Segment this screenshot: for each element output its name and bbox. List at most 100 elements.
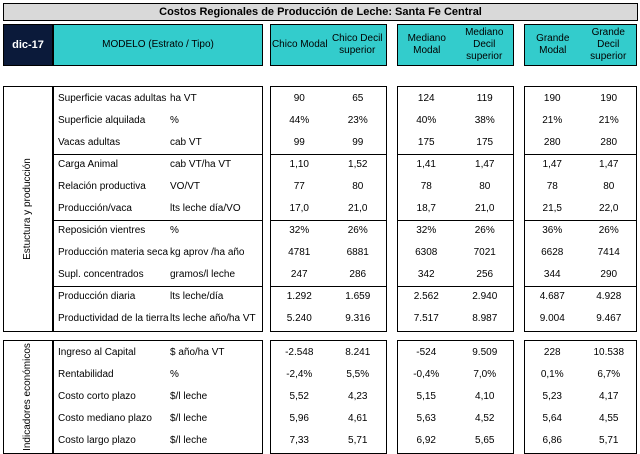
row-divider [524,220,637,221]
period-label: dic-17 [3,24,53,66]
cell-mediano-modal: 5,15 [416,391,436,402]
cell-grande-modal: 5,23 [542,391,562,402]
row-label: Carga Animal [58,159,119,170]
cell-mediano-modal: 2.562 [413,291,439,302]
cell-chico-modal: 7,33 [289,435,309,446]
row-divider [524,154,637,155]
cell-chico-decil: 5,5% [346,369,370,380]
cell-mediano-decil: 80 [479,181,491,192]
cell-grande-decil: 190 [600,93,618,104]
row-divider [397,154,514,155]
cell-grande-modal: 1,47 [542,159,562,170]
row-unit: gramos/l leche [170,269,236,280]
cell-chico-decil: 4,61 [348,413,368,424]
cell-grande-decil: 280 [600,137,618,148]
cell-grande-modal: 78 [546,181,558,192]
row-divider [270,220,387,221]
row-label: Supl. concentrados [58,269,144,280]
cell-chico-modal: 44% [289,115,310,126]
cell-mediano-decil: 119 [476,93,493,104]
section2-panel-mediano [397,340,514,454]
row-label: Superficie vacas adultas [58,93,167,104]
cell-grande-decil: 22,0 [599,203,619,214]
page-title: Costos Regionales de Producción de Leche… [3,3,638,21]
cell-chico-decil: 65 [352,93,364,104]
cell-chico-decil: 23% [347,115,368,126]
cell-mediano-modal: 342 [417,269,435,280]
cell-mediano-decil: 26% [474,225,495,236]
cell-grande-decil: 4,55 [599,413,619,424]
cell-grande-decil: 9.467 [596,313,622,324]
row-unit: VO/VT [170,181,201,192]
section2-labels-panel [53,340,263,454]
cell-chico-decil: 26% [347,225,368,236]
row-label: Ingreso al Capital [58,347,136,358]
cell-mediano-modal: 6308 [415,247,438,258]
section1-panel-mediano [397,86,514,332]
cell-mediano-decil: 21,0 [475,203,495,214]
cell-grande-decil: 21% [598,115,619,126]
section2-side-label: Indicadores económicos [3,340,53,454]
cell-chico-modal: 99 [293,137,305,148]
header-group-grande: Grande Modal Grande Decil superior [524,24,637,66]
cell-chico-decil: 8.241 [345,347,371,358]
cell-mediano-decil: 256 [476,269,494,280]
row-label: Producción materia seca [58,247,169,258]
cell-mediano-modal: 6,92 [416,435,436,446]
section2-side-text: Indicadores económicos [22,343,33,451]
cell-chico-decil: 4,23 [348,391,368,402]
cell-grande-modal: 0,1% [540,369,564,380]
cell-mediano-decil: 7021 [473,247,496,258]
cell-mediano-decil: 2.940 [472,291,498,302]
cell-grande-modal: 344 [543,269,561,280]
row-divider [397,220,514,221]
cell-chico-decil: 9.316 [345,313,371,324]
row-unit: $/l leche [170,391,208,402]
row-unit: $/l leche [170,413,208,424]
cell-mediano-modal: 40% [416,115,437,126]
row-unit: % [170,225,179,236]
section1-panel-chico [270,86,387,332]
section1-panel-grande [524,86,637,332]
cell-mediano-decil: 4,10 [475,391,495,402]
cell-grande-decil: 1,47 [599,159,619,170]
model-header: MODELO (Estrato / Tipo) [53,24,263,66]
row-label: Vacas adultas [58,137,121,148]
row-label: Reposición vientres [58,225,146,236]
cell-grande-modal: 6628 [541,247,564,258]
row-unit: % [170,369,179,380]
cell-grande-modal: 280 [543,137,561,148]
col-header-chico-modal: Chico Modal [271,39,328,50]
row-label: Producción/vaca [58,203,132,214]
cell-chico-modal: -2,4% [286,369,313,380]
row-unit: ha VT [170,93,197,104]
row-label: Superficie alquilada [58,115,146,126]
section1-labels-panel [53,86,263,332]
row-unit: $ año/ha VT [170,347,225,358]
cell-chico-modal: 1,10 [289,159,309,170]
row-divider [270,154,387,155]
row-divider [53,220,263,221]
cell-chico-modal: 1.292 [286,291,312,302]
col-header-mediano-decil: Mediano Decil superior [465,27,504,62]
header-group-mediano: Mediano Modal Mediano Decil superior [397,24,514,66]
cell-chico-modal: 90 [293,93,305,104]
col-header-grande-modal: Grande Modal [536,33,570,56]
row-label: Costo corto plazo [58,391,136,402]
cell-mediano-decil: 5,65 [475,435,495,446]
cell-chico-decil: 1,52 [348,159,368,170]
cell-chico-modal: 5.240 [286,313,312,324]
cell-chico-modal: 17,0 [289,203,309,214]
row-label: Costo mediano plazo [58,413,152,424]
cell-grande-decil: 6,7% [597,369,621,380]
cell-mediano-decil: 38% [474,115,495,126]
cell-mediano-decil: 8.987 [472,313,498,324]
row-divider [524,286,637,287]
cell-grande-decil: 7414 [597,247,620,258]
cell-grande-modal: 21% [542,115,563,126]
cell-chico-decil: 80 [352,181,364,192]
cell-mediano-modal: 175 [417,137,435,148]
col-header-mediano-modal: Mediano Modal [407,33,446,56]
cell-grande-modal: 190 [543,93,561,104]
row-divider [53,154,263,155]
